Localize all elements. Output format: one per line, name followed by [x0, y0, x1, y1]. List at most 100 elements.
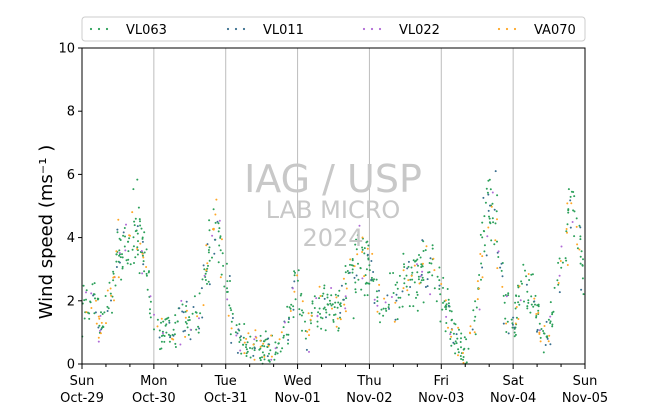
data-point-vl063: [526, 290, 529, 293]
data-point-vl063: [274, 353, 277, 356]
data-point-va070: [206, 262, 209, 265]
data-point-vl063: [389, 272, 391, 275]
data-point-vl063: [354, 291, 357, 294]
data-point-vl063: [120, 278, 123, 281]
data-point-vl063: [118, 249, 121, 252]
data-point-va070: [90, 307, 93, 309]
data-point-vl011: [370, 278, 373, 281]
data-point-vl063: [397, 296, 400, 299]
data-point-vl063: [259, 359, 262, 362]
data-point-vl063: [565, 259, 568, 262]
data-point-vl011: [409, 286, 412, 288]
data-point-vl022: [421, 270, 424, 273]
data-point-vl063: [484, 201, 487, 204]
data-point-vl063: [357, 278, 360, 281]
data-point-vl022: [189, 328, 192, 331]
data-point-vl063: [245, 348, 248, 351]
data-point-vl011: [482, 196, 485, 199]
data-point-va070: [418, 282, 421, 285]
data-point-vl011: [100, 328, 103, 331]
data-point-vl063: [578, 224, 581, 227]
data-point-vl011: [200, 287, 203, 290]
data-point-vl063: [121, 267, 124, 270]
data-point-vl063: [573, 210, 576, 213]
data-point-vl063: [194, 311, 197, 314]
data-point-vl063: [138, 218, 141, 221]
data-point-vl011: [305, 348, 308, 351]
data-point-vl063: [363, 247, 366, 250]
data-point-vl063: [513, 335, 516, 338]
data-point-va070: [394, 301, 397, 304]
legend-marker: [505, 27, 509, 31]
data-point-vl011: [267, 337, 270, 340]
data-point-vl063: [245, 343, 248, 346]
data-point-vl022: [505, 295, 508, 298]
data-point-vl063: [496, 194, 499, 197]
data-point-vl063: [219, 235, 222, 238]
data-point-vl063: [549, 322, 552, 324]
data-point-vl011: [340, 284, 343, 287]
data-point-vl063: [349, 263, 351, 266]
data-point-vl063: [230, 320, 233, 323]
data-point-vl063: [401, 305, 404, 308]
data-point-vl063: [82, 284, 85, 287]
data-point-va070: [308, 334, 310, 337]
data-point-vl063: [203, 268, 206, 271]
data-point-vl063: [535, 315, 538, 317]
data-point-vl063: [449, 338, 452, 340]
data-point-va070: [110, 294, 113, 297]
data-point-vl011: [429, 257, 432, 260]
data-point-va070: [402, 287, 405, 290]
data-point-vl063: [161, 330, 164, 333]
data-point-vl063: [372, 280, 375, 282]
data-point-vl063: [298, 308, 301, 311]
data-point-vl011: [323, 297, 326, 300]
data-point-vl063: [523, 300, 525, 303]
legend-item-vl063: VL063: [89, 23, 167, 38]
data-point-vl063: [444, 306, 447, 308]
data-point-vl063: [293, 270, 296, 273]
data-point-vl063: [127, 250, 130, 253]
data-point-vl011: [236, 332, 239, 335]
data-point-vl063: [207, 280, 210, 283]
data-point-vl063: [534, 294, 537, 297]
data-point-vl063: [249, 347, 251, 349]
data-point-vl063: [496, 240, 498, 243]
data-point-vl063: [422, 301, 425, 304]
data-point-vl063: [460, 358, 463, 360]
data-point-vl063: [197, 331, 200, 334]
data-point-vl063: [460, 332, 463, 335]
data-point-vl063: [557, 261, 560, 264]
data-point-vl063: [493, 243, 496, 246]
data-point-vl063: [431, 247, 434, 250]
data-point-vl011: [178, 307, 181, 310]
data-point-vl063: [354, 288, 357, 291]
y-tick-label: 6: [67, 168, 75, 183]
data-point-vl063: [416, 271, 419, 274]
data-point-vl063: [467, 347, 470, 350]
data-point-va070: [270, 334, 273, 337]
data-point-vl011: [106, 310, 109, 312]
data-point-vl022: [344, 307, 347, 310]
data-point-vl063: [93, 312, 96, 315]
data-point-vl063: [282, 334, 285, 337]
data-point-va070: [565, 228, 568, 230]
data-point-vl063: [145, 272, 148, 275]
data-point-vl011: [455, 333, 458, 336]
data-point-va070: [106, 289, 109, 292]
data-point-vl063: [539, 336, 542, 339]
data-point-vl063: [198, 292, 201, 295]
data-point-va070: [243, 341, 246, 344]
data-point-vl063: [361, 248, 364, 251]
data-point-vl063: [147, 271, 150, 274]
y-tick-label: 4: [67, 231, 75, 246]
data-point-vl022: [558, 274, 561, 277]
data-point-vl063: [566, 223, 569, 226]
data-point-va070: [349, 258, 352, 261]
data-point-vl063: [139, 224, 142, 227]
data-point-vl063: [412, 305, 415, 308]
data-point-vl063: [551, 313, 554, 316]
data-point-vl022: [344, 295, 347, 298]
x-tick-label-day: Mon: [140, 374, 167, 389]
data-point-vl063: [279, 350, 282, 353]
